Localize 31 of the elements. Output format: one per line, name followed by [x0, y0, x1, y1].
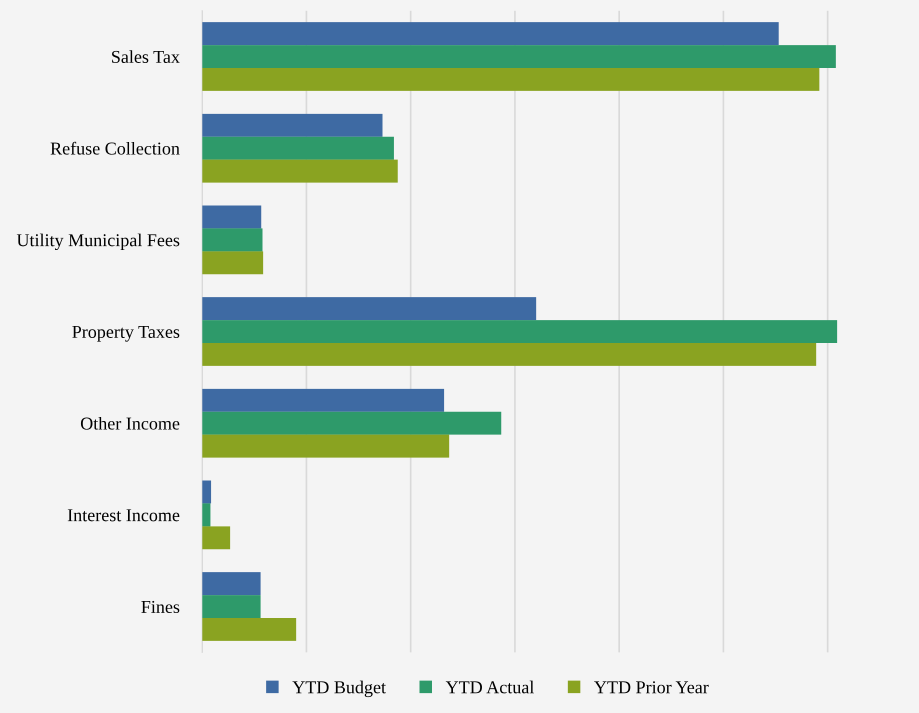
bar — [202, 503, 210, 526]
bar — [202, 412, 502, 435]
bar — [202, 22, 779, 46]
bar — [202, 572, 261, 596]
bar — [202, 434, 450, 458]
bar — [202, 388, 444, 412]
y-tick-label: Refuse Collection — [50, 142, 180, 155]
legend-label: YTD Actual — [446, 680, 534, 694]
y-tick-label: Interest Income — [68, 509, 180, 522]
legend-label: YTD Budget — [292, 680, 386, 698]
bar — [202, 480, 212, 504]
bar — [202, 343, 816, 366]
y-tick-label: Other Income — [80, 416, 180, 430]
bar — [202, 205, 262, 228]
bar — [202, 68, 820, 91]
bar — [202, 618, 296, 641]
legend-label: YTD Prior Year — [594, 681, 709, 694]
bar — [202, 526, 230, 550]
bar — [202, 297, 536, 320]
bar — [202, 136, 394, 160]
bar — [202, 45, 836, 68]
bar — [202, 251, 264, 274]
y-tick-label: Sales Tax — [112, 50, 180, 63]
bar — [202, 228, 262, 252]
y-tick-label: Property Taxes — [72, 326, 180, 342]
bar — [202, 114, 383, 137]
y-tick-label: Utility Municipal Fees — [16, 234, 180, 250]
bar — [202, 160, 398, 183]
bar — [202, 320, 838, 344]
bar — [202, 595, 261, 618]
y-tick-label: Fines — [141, 600, 180, 613]
